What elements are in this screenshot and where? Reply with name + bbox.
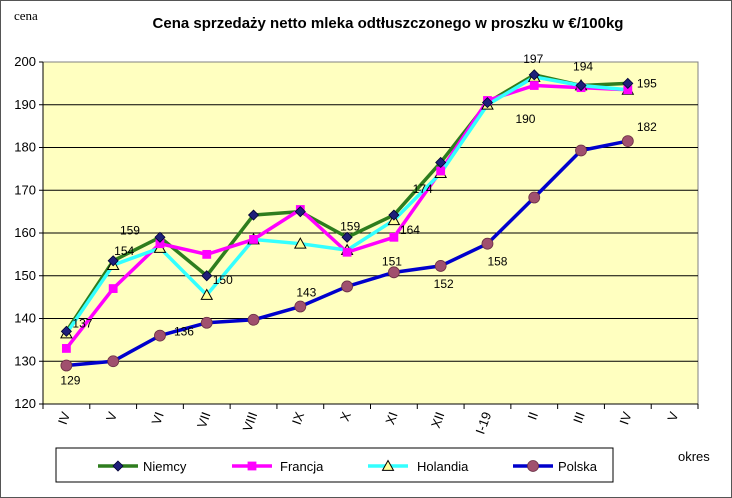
- data-label: 137: [72, 316, 92, 330]
- legend-marker-niemcy: [112, 460, 124, 472]
- marker-niemcy: [481, 97, 494, 109]
- legend-label-polska: Polska: [558, 459, 598, 474]
- x-tick-label: IV: [616, 410, 634, 427]
- marker-francja: [342, 247, 352, 257]
- x-tick-label: VI: [148, 410, 166, 427]
- data-label: 150: [213, 273, 233, 287]
- x-tick-label: X: [337, 410, 354, 424]
- series-markers: [60, 69, 635, 372]
- legend-marker-holandia: [381, 459, 395, 471]
- x-tick-label: XI: [382, 410, 400, 427]
- marker-niemcy: [528, 69, 540, 81]
- data-label: 164: [400, 223, 420, 237]
- marker-polska: [107, 355, 120, 368]
- chart-title: Cena sprzedaży netto mleka odtłuszczoneg…: [153, 15, 624, 32]
- marker-niemcy: [622, 77, 634, 89]
- data-label: 159: [340, 219, 360, 233]
- data-label: 136: [174, 325, 194, 339]
- data-label: 190: [515, 112, 535, 126]
- marker-francja: [389, 232, 399, 242]
- data-label: 194: [573, 60, 593, 74]
- y-tick-label: 140: [14, 311, 36, 326]
- marker-polska: [481, 237, 494, 250]
- x-tick-label: XII: [428, 410, 448, 430]
- data-label: 159: [120, 223, 140, 237]
- marker-francja: [529, 81, 539, 90]
- data-labels: 137 154 159 150 159 164 174 190 197 194 195 129 136 1…: [60, 52, 657, 388]
- marker-niemcy: [201, 270, 213, 282]
- data-label: 174: [413, 182, 433, 196]
- x-tick-label: III: [570, 410, 588, 425]
- marker-francja: [436, 166, 446, 176]
- y-tick-label: 150: [14, 268, 36, 283]
- marker-holandia: [200, 288, 214, 300]
- data-label: 197: [523, 52, 543, 66]
- x-tick-label: IV: [55, 410, 73, 427]
- data-label: 182: [637, 120, 657, 134]
- legend-entries: Niemcy Francja Holandia Polska: [98, 459, 598, 474]
- x-tick-label: VII: [194, 410, 214, 430]
- x-tick-label: IX: [289, 410, 307, 427]
- marker-polska: [434, 260, 447, 272]
- data-label: 152: [434, 277, 454, 291]
- marker-niemcy: [247, 209, 260, 221]
- marker-polska: [60, 359, 73, 372]
- marker-holandia: [293, 237, 307, 249]
- marker-niemcy: [575, 79, 587, 92]
- marker-niemcy: [107, 255, 119, 267]
- marker-niemcy: [154, 231, 166, 243]
- marker-polska: [154, 329, 166, 342]
- marker-niemcy: [294, 206, 306, 218]
- x-tick-label: VIII: [240, 410, 261, 433]
- data-label: 129: [60, 374, 80, 388]
- data-label: 158: [487, 255, 507, 269]
- y-tick-label: 170: [14, 182, 36, 197]
- marker-polska: [341, 280, 354, 293]
- data-label: 154: [114, 244, 134, 258]
- x-tick-label: II: [524, 410, 541, 422]
- legend-label-francja: Francja: [280, 459, 324, 474]
- y-tick-label: 200: [14, 54, 36, 69]
- gridlines: [43, 104, 698, 362]
- marker-francja: [108, 284, 118, 293]
- marker-niemcy: [60, 325, 72, 337]
- marker-polska: [294, 300, 307, 313]
- marker-niemcy: [341, 231, 353, 243]
- x-tick-label: V: [103, 410, 120, 424]
- marker-francja: [202, 249, 212, 259]
- legend-marker-polska: [527, 460, 539, 472]
- legend-label-niemcy: Niemcy: [143, 459, 187, 474]
- y-tick-label: 120: [14, 396, 36, 411]
- x-tick-label: I-19: [473, 410, 495, 436]
- marker-polska: [247, 313, 260, 326]
- y-tick-label: 180: [14, 140, 36, 155]
- marker-polska: [575, 144, 587, 157]
- marker-niemcy: [435, 156, 447, 169]
- data-label: 151: [382, 254, 402, 268]
- y-axis-label: cena: [14, 8, 38, 23]
- marker-polska: [528, 191, 541, 204]
- marker-niemcy: [388, 209, 400, 221]
- marker-polska: [621, 135, 634, 147]
- x-axis-label: okres: [678, 449, 710, 464]
- y-tick-label: 130: [14, 353, 36, 368]
- marker-polska: [200, 316, 213, 329]
- marker-francja: [249, 235, 258, 244]
- y-tick-label: 160: [14, 225, 36, 240]
- data-label: 143: [296, 286, 316, 300]
- legend-label-holandia: Holandia: [417, 459, 469, 474]
- marker-francja: [61, 344, 71, 353]
- legend-marker-francja: [247, 461, 257, 471]
- marker-polska: [387, 266, 400, 279]
- x-tick-label: V: [664, 410, 681, 424]
- data-label: 195: [637, 76, 657, 90]
- y-tick-label: 190: [14, 97, 36, 112]
